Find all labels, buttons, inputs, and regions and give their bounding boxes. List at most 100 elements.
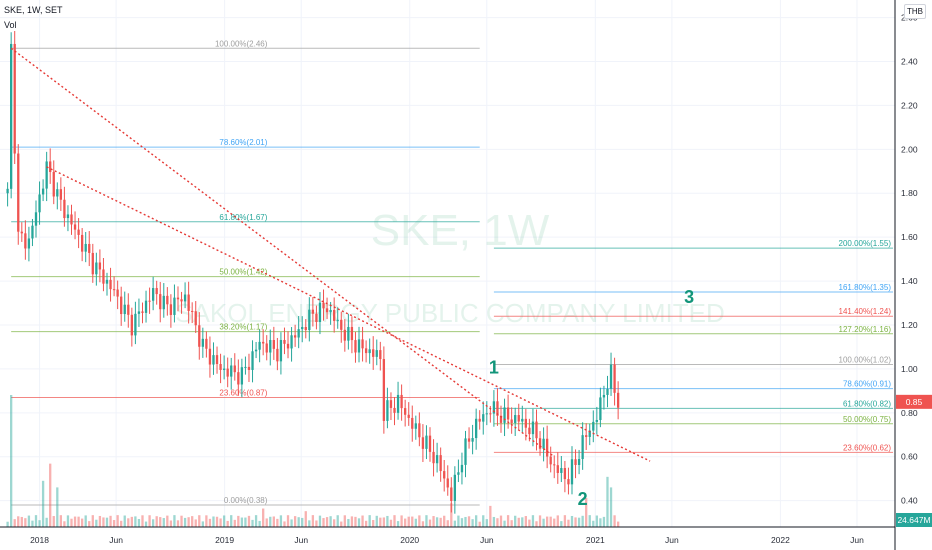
volume-bar [301,517,304,527]
volume-bar [503,520,506,527]
candle-body [116,289,119,297]
candle-body [446,478,449,488]
candle-body [73,224,77,230]
candle-body [276,348,279,362]
y-tick-label: 0.40 [901,496,918,506]
volume-bar [88,521,91,527]
volume-bar [379,517,382,527]
volume-bar [293,516,297,527]
candle-body [162,295,165,310]
candle-body [279,339,283,362]
candle-body [45,161,48,189]
candle-body [322,302,325,309]
volume-bar [308,520,311,527]
volume-bar [70,518,73,527]
candle-body [556,465,559,473]
volume-bar [80,518,84,527]
candle-body [112,289,116,291]
volume-bar [63,521,66,527]
candle-body [506,407,510,420]
candle-body [567,479,570,485]
volume-bar [340,521,343,527]
candle-body [464,438,467,465]
volume-bar [272,516,275,527]
y-tick-label: 1.60 [901,232,918,242]
candle-body [251,351,254,370]
candle-body [471,438,474,442]
fib-extension-level-label: 127.20%(1.16) [839,325,892,334]
candle-body [201,338,204,347]
candle-body [510,419,513,423]
fib-retracement-level-label: 78.60%(2.01) [219,138,267,147]
volume-bar [180,515,183,527]
volume-bar [418,515,421,527]
volume-bar [98,515,102,527]
volume-bar [386,515,389,527]
candle-body [460,464,464,473]
volume-bar [425,515,428,527]
candle-body [585,435,588,437]
currency-button[interactable]: THB [904,4,926,19]
candle-body [262,341,265,344]
candle-body [411,417,414,429]
candle-body [425,435,428,449]
candle-body [588,430,591,437]
candle-body [95,262,98,275]
candle-body [230,365,233,377]
candle-body [56,189,59,197]
price-badges: 0.85 24.647M [896,394,932,527]
candle-body [315,313,318,323]
volume-bar [453,520,457,527]
volume-bar [496,518,499,527]
volume-bar [176,520,180,527]
candle-body [24,233,27,249]
x-tick-label: Jun [109,535,123,545]
x-tick-label: Jun [665,535,679,545]
volume-bar [528,519,531,527]
candle-body [514,415,517,423]
candle-body [38,194,41,213]
candle-body [616,392,620,408]
volume-bar [144,521,148,527]
volume-bar [276,518,279,527]
volume-bar [290,519,293,527]
volume-bar [428,519,432,527]
volume-bar [137,519,141,527]
trendlines[interactable] [10,47,651,462]
candle-body [602,394,606,398]
volume-indicator-label[interactable]: Vol [4,20,17,30]
volume-bar [10,395,13,527]
watermark-company: SAKOL ENERGY PUBLIC COMPANY LIMITED [175,298,725,328]
x-tick-label: 2019 [215,535,234,545]
candle-body [63,199,66,219]
volume-bar [226,520,229,527]
volume-bar [464,516,467,527]
volume-bar [130,516,133,527]
volume-bar [56,487,59,527]
volume-bar [66,515,70,527]
candle-body [549,456,552,465]
candle-body [450,487,453,501]
volume-bar [162,518,165,527]
volume-bar [148,515,151,527]
candle-body [144,300,148,313]
candle-body [428,435,432,452]
candle-body [485,413,488,415]
volume-bar [414,518,417,527]
volume-bar [251,519,254,527]
volume-bar [265,518,268,527]
wave-label: 3 [684,287,694,307]
candle-body [293,335,297,338]
volume-bar [283,521,286,527]
volume-bar [59,515,63,527]
fibonacci-levels[interactable]: 100.00%(2.46) 78.60%(2.01) 61.80%(1.67) 50.… [11,39,893,506]
volume-bar [400,515,403,527]
candle-body [343,329,346,341]
candle-body [215,355,219,365]
volume-bar [262,508,265,527]
volume-bar [318,515,322,527]
candle-body [41,188,45,195]
volume-bar [460,518,464,527]
y-tick-label: 0.80 [901,408,918,418]
